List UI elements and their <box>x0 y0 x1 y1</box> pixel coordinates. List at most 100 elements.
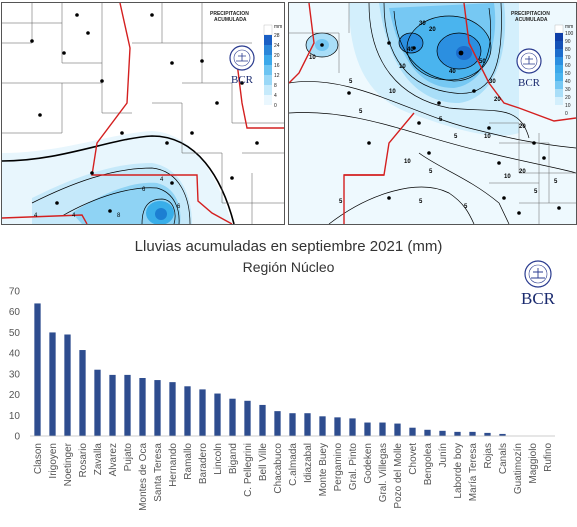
contour-label: 5 <box>419 199 423 205</box>
bar <box>124 374 131 436</box>
y-tick-label: 10 <box>9 411 21 422</box>
bar <box>214 393 221 436</box>
bar <box>454 431 461 436</box>
bar <box>109 374 116 436</box>
y-tick-label: 20 <box>9 390 21 401</box>
x-tick-label: Idiazabal <box>303 443 314 483</box>
bar <box>394 423 401 436</box>
bars <box>34 303 506 436</box>
y-axis: 0 10 20 30 40 50 60 70 <box>9 287 21 443</box>
x-tick-label: Irigoyen <box>48 443 59 479</box>
x-tick-label: Rosario <box>78 443 89 478</box>
contour-label: 5 <box>359 109 363 115</box>
bar <box>64 334 71 436</box>
bar <box>289 413 296 436</box>
legend-tick: 24 <box>274 43 280 49</box>
x-tick-label: María Teresa <box>468 443 479 502</box>
bar <box>79 350 86 436</box>
legend-tick: 28 <box>274 33 280 39</box>
legend-tick: 20 <box>274 53 280 59</box>
map-legend: PRECIPITACION ACUMULADA mm 100 90 80 70 … <box>511 11 574 117</box>
x-tick-label: Guatimozín <box>513 443 524 494</box>
x-tick-label: C. Pellegrini <box>243 443 254 497</box>
contour-label: 5 <box>339 199 343 205</box>
contour-label: 4 <box>160 177 164 183</box>
logo-text: BCR <box>518 77 541 89</box>
bar-chart: 0 10 20 30 40 50 60 70 Clason Irigoyen Noetinger R… <box>9 287 555 511</box>
legend-title: ACUMULADA <box>515 17 548 23</box>
contour-label: 20 <box>494 97 501 103</box>
x-tick-label: Bengolea <box>423 443 434 486</box>
legend-tick: 60 <box>565 63 571 69</box>
bar <box>304 413 311 436</box>
contour-label: 5 <box>554 179 558 185</box>
contour-label: 50 <box>479 59 486 65</box>
logo-text: BCR <box>521 289 556 308</box>
bar <box>334 417 341 436</box>
bcr-logo: BCR <box>516 48 542 89</box>
legend-title: PRECIPITACION <box>210 11 249 17</box>
contour-label: 10 <box>399 64 406 70</box>
x-tick-label: Ramallo <box>183 443 194 480</box>
contour-label: 5 <box>464 204 468 210</box>
x-tick-label: Santa Teresa <box>153 443 164 502</box>
bar <box>139 378 146 436</box>
contour-label: 40 <box>449 69 456 75</box>
contour-label: 10 <box>389 89 396 95</box>
bcr-logo: BCR <box>229 45 255 86</box>
rainfall-map-right: 30 40 40 50 30 20 10 5 10 20 5 5 10 10 5… <box>288 2 577 225</box>
contour-label: 5 <box>454 134 458 140</box>
y-tick-label: 50 <box>9 328 21 339</box>
rainfall-map-left-svg: 4 6 8 4 4 6 PRECIPITACION ACUMULADA mm 2… <box>2 3 284 224</box>
contour-label: 10 <box>309 55 316 61</box>
x-tick-label: Noetinger <box>63 442 74 486</box>
x-tick-label: Rufino <box>543 443 554 472</box>
bar <box>364 422 371 436</box>
contour-label: 6 <box>142 187 146 193</box>
contour-label: 4 <box>72 213 76 219</box>
contour-label: 5 <box>349 79 353 85</box>
x-tick-label: Pozo del Molle <box>393 443 404 509</box>
bar <box>154 380 161 436</box>
bcr-logo-svg: BCR <box>521 260 556 308</box>
legend-title: PRECIPITACION <box>511 11 550 17</box>
y-tick-label: 70 <box>9 287 21 298</box>
legend-tick: 90 <box>565 39 571 45</box>
x-tick-label: Bell Ville <box>258 443 269 482</box>
bar <box>169 382 176 436</box>
contour-label: 20 <box>519 169 526 175</box>
x-tick-label: Pergamino <box>333 443 344 492</box>
y-tick-label: 60 <box>9 307 21 318</box>
x-tick-label: Monte Buey <box>318 443 329 496</box>
contour-label: 10 <box>484 134 491 140</box>
bcr-logo: BCR <box>510 258 566 314</box>
legend-tick: 10 <box>565 103 571 109</box>
x-tick-label: Chacabuco <box>273 443 284 494</box>
contour-label: 5 <box>429 169 433 175</box>
bar <box>409 427 416 436</box>
chart-subtitle: Región Núcleo <box>242 259 335 275</box>
x-tick-label: Alvarez <box>108 443 119 476</box>
contour-label: 30 <box>419 21 426 27</box>
x-tick-label: Godeken <box>363 443 374 484</box>
legend-title: ACUMULADA <box>214 17 247 23</box>
x-tick-label: Gral. Villegas <box>378 443 389 502</box>
legend-tick: 100 <box>565 31 574 37</box>
x-tick-label: Pujato <box>123 443 134 472</box>
x-tick-label: Lincoln <box>213 443 224 475</box>
bar <box>349 418 356 436</box>
x-tick-label: Montes de Oca <box>138 443 149 511</box>
rainfall-map-right-svg: 30 40 40 50 30 20 10 5 10 20 5 5 10 10 5… <box>289 3 576 224</box>
bar <box>229 398 236 436</box>
bar <box>199 389 206 436</box>
contour-label: 6 <box>177 204 181 210</box>
bar <box>424 429 431 436</box>
x-tick-label: Maggiolo <box>528 443 539 484</box>
y-tick-label: 0 <box>14 432 20 443</box>
x-tick-label: Chovet <box>408 443 419 475</box>
bar <box>49 332 56 436</box>
legend-tick: 4 <box>274 93 277 99</box>
x-tick-label: C.almada <box>288 443 299 486</box>
x-tick-label: Rojas <box>483 443 494 469</box>
x-tick-label: Hernando <box>168 443 179 487</box>
